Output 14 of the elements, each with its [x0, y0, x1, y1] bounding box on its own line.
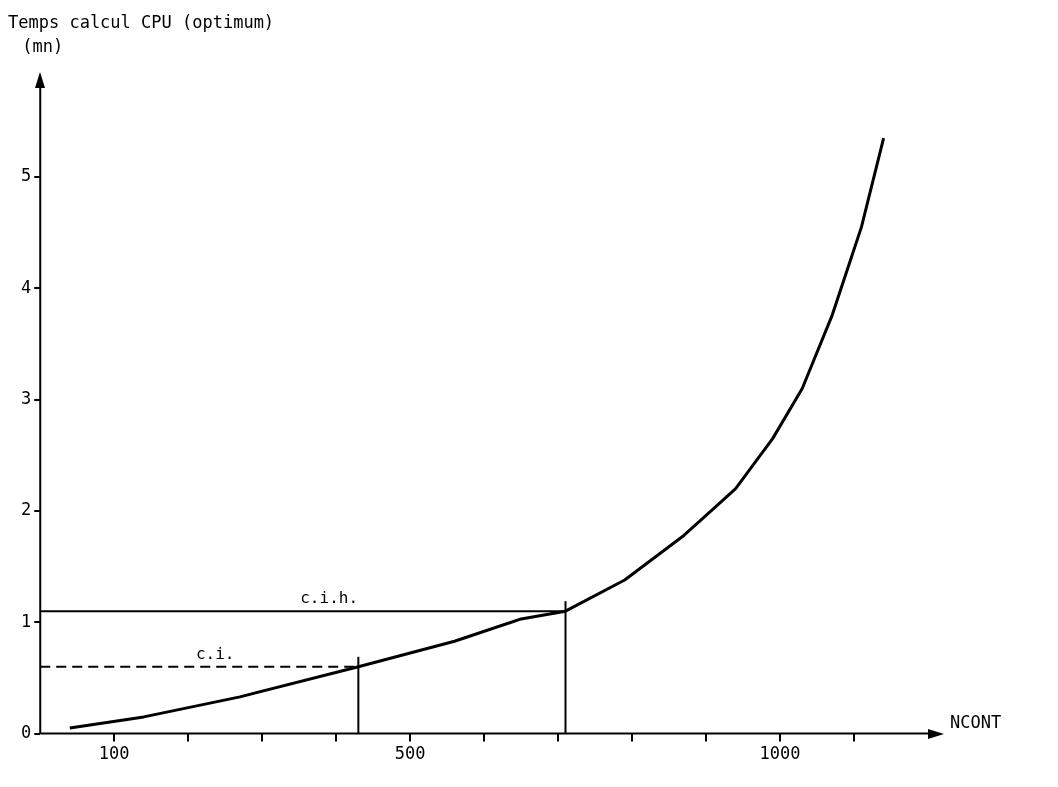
ref-line-label: c.i.h.	[300, 588, 359, 608]
x-tick-label: 1000	[759, 743, 801, 764]
y-tick-label: 2	[20, 499, 32, 520]
chart-title: Temps calcul CPU (optimum)	[8, 12, 275, 32]
y-tick-label: 5	[20, 165, 32, 186]
y-tick-label: 0	[20, 722, 32, 743]
x-axis-title: NCONT	[950, 712, 1002, 733]
y-tick-label: 1	[20, 610, 32, 631]
x-tick-label: 100	[98, 743, 130, 764]
y-tick-label: 4	[20, 276, 32, 297]
ref-line-label: c.i.	[195, 643, 235, 663]
y-tick-label: 3	[20, 388, 32, 409]
x-tick-label: 500	[394, 743, 426, 764]
y-axis-title: (mn)	[22, 36, 64, 56]
